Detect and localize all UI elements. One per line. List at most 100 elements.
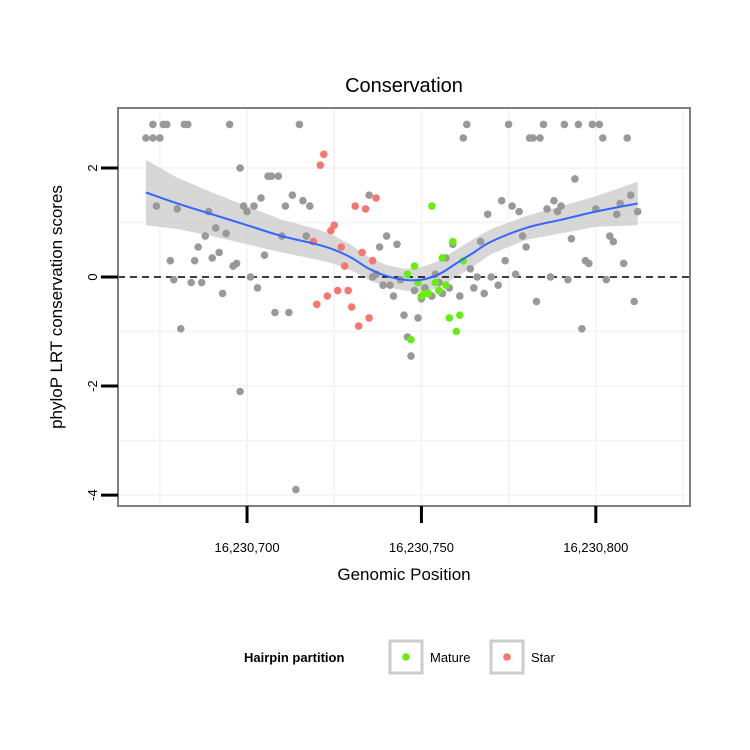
point-other bbox=[243, 207, 251, 216]
data-points bbox=[142, 120, 642, 494]
point-star bbox=[316, 161, 325, 169]
point-other bbox=[271, 308, 279, 317]
point-other bbox=[623, 134, 631, 142]
point-other bbox=[211, 224, 220, 232]
point-other bbox=[626, 191, 635, 199]
point-other bbox=[232, 259, 241, 268]
point-other bbox=[149, 134, 157, 142]
x-tick-label: 16,230,700 bbox=[215, 540, 280, 555]
legend-item-mature: Mature bbox=[388, 639, 470, 675]
point-other bbox=[208, 254, 216, 262]
point-star bbox=[333, 286, 342, 295]
point-other bbox=[504, 120, 513, 129]
point-mature bbox=[456, 311, 464, 320]
point-other bbox=[578, 325, 586, 333]
point-mature bbox=[431, 278, 440, 287]
point-other bbox=[166, 256, 175, 265]
point-mature bbox=[403, 270, 412, 279]
point-star bbox=[337, 243, 346, 251]
y-axis-title: phyloP LRT conservation scores bbox=[47, 185, 66, 429]
point-other bbox=[365, 191, 373, 199]
y-tick-label: -4 bbox=[85, 489, 100, 501]
point-other bbox=[177, 325, 185, 333]
y-tick-label: 0 bbox=[85, 273, 100, 280]
x-tick-label: 16,230,750 bbox=[389, 540, 454, 555]
point-other bbox=[619, 259, 628, 268]
point-other bbox=[274, 172, 283, 180]
y-tick-label: -2 bbox=[85, 380, 100, 392]
point-other bbox=[518, 232, 527, 240]
point-mature bbox=[435, 286, 443, 295]
legend-item-star: Star bbox=[489, 639, 556, 675]
point-other bbox=[585, 259, 593, 268]
y-tick-label: 2 bbox=[85, 164, 100, 171]
point-other bbox=[194, 243, 202, 251]
point-other bbox=[529, 134, 537, 142]
point-other bbox=[218, 289, 227, 298]
point-other bbox=[483, 210, 492, 219]
point-star bbox=[358, 248, 366, 257]
point-star bbox=[344, 286, 353, 295]
point-other bbox=[588, 120, 597, 129]
point-other bbox=[246, 273, 255, 281]
point-star bbox=[347, 303, 356, 311]
point-other bbox=[187, 278, 195, 287]
legend-label-mature: Mature bbox=[430, 650, 470, 665]
point-other bbox=[285, 308, 293, 317]
point-star bbox=[368, 256, 377, 265]
point-other bbox=[599, 134, 607, 142]
legend-swatch-mature bbox=[402, 653, 410, 661]
point-other bbox=[382, 232, 391, 240]
point-other bbox=[459, 134, 468, 142]
point-other bbox=[473, 273, 482, 281]
point-other bbox=[292, 485, 300, 494]
point-other bbox=[630, 297, 638, 306]
point-other bbox=[532, 297, 541, 306]
point-other bbox=[201, 232, 209, 240]
point-other bbox=[302, 232, 311, 240]
point-star bbox=[372, 194, 380, 202]
point-star bbox=[354, 322, 363, 330]
point-other bbox=[602, 275, 611, 284]
point-star bbox=[313, 300, 321, 309]
point-other bbox=[197, 278, 206, 287]
point-other bbox=[497, 196, 506, 205]
point-other bbox=[553, 207, 562, 216]
point-other bbox=[152, 202, 161, 210]
point-other bbox=[515, 207, 523, 216]
point-other bbox=[163, 120, 171, 129]
point-other bbox=[389, 292, 398, 300]
point-star bbox=[320, 150, 328, 159]
point-other bbox=[522, 243, 530, 251]
point-other bbox=[609, 237, 618, 246]
point-other bbox=[606, 232, 614, 240]
point-other bbox=[595, 120, 604, 129]
point-mature bbox=[407, 335, 415, 344]
point-other bbox=[574, 120, 583, 129]
point-mature bbox=[449, 237, 457, 246]
point-other bbox=[407, 352, 415, 360]
point-other bbox=[501, 256, 509, 265]
point-other bbox=[550, 196, 558, 205]
point-other bbox=[236, 164, 244, 172]
point-star bbox=[330, 221, 339, 229]
point-other bbox=[494, 281, 503, 290]
point-mature bbox=[442, 281, 450, 290]
point-other bbox=[414, 314, 422, 322]
point-other bbox=[476, 237, 485, 246]
x-axis-title: Genomic Position bbox=[337, 565, 470, 584]
legend-swatch-star bbox=[503, 653, 511, 661]
y-axis: -4 -2 0 2 bbox=[85, 164, 118, 501]
point-other bbox=[543, 205, 551, 213]
legend: Hairpin partition Mature Star bbox=[244, 639, 556, 675]
point-other bbox=[379, 281, 387, 290]
point-other bbox=[410, 286, 419, 295]
point-other bbox=[508, 202, 516, 210]
point-mature bbox=[452, 327, 461, 336]
point-other bbox=[613, 210, 621, 219]
point-other bbox=[281, 202, 290, 210]
point-other bbox=[222, 229, 230, 238]
point-other bbox=[511, 270, 520, 279]
point-other bbox=[393, 240, 401, 249]
legend-label-star: Star bbox=[531, 650, 556, 665]
